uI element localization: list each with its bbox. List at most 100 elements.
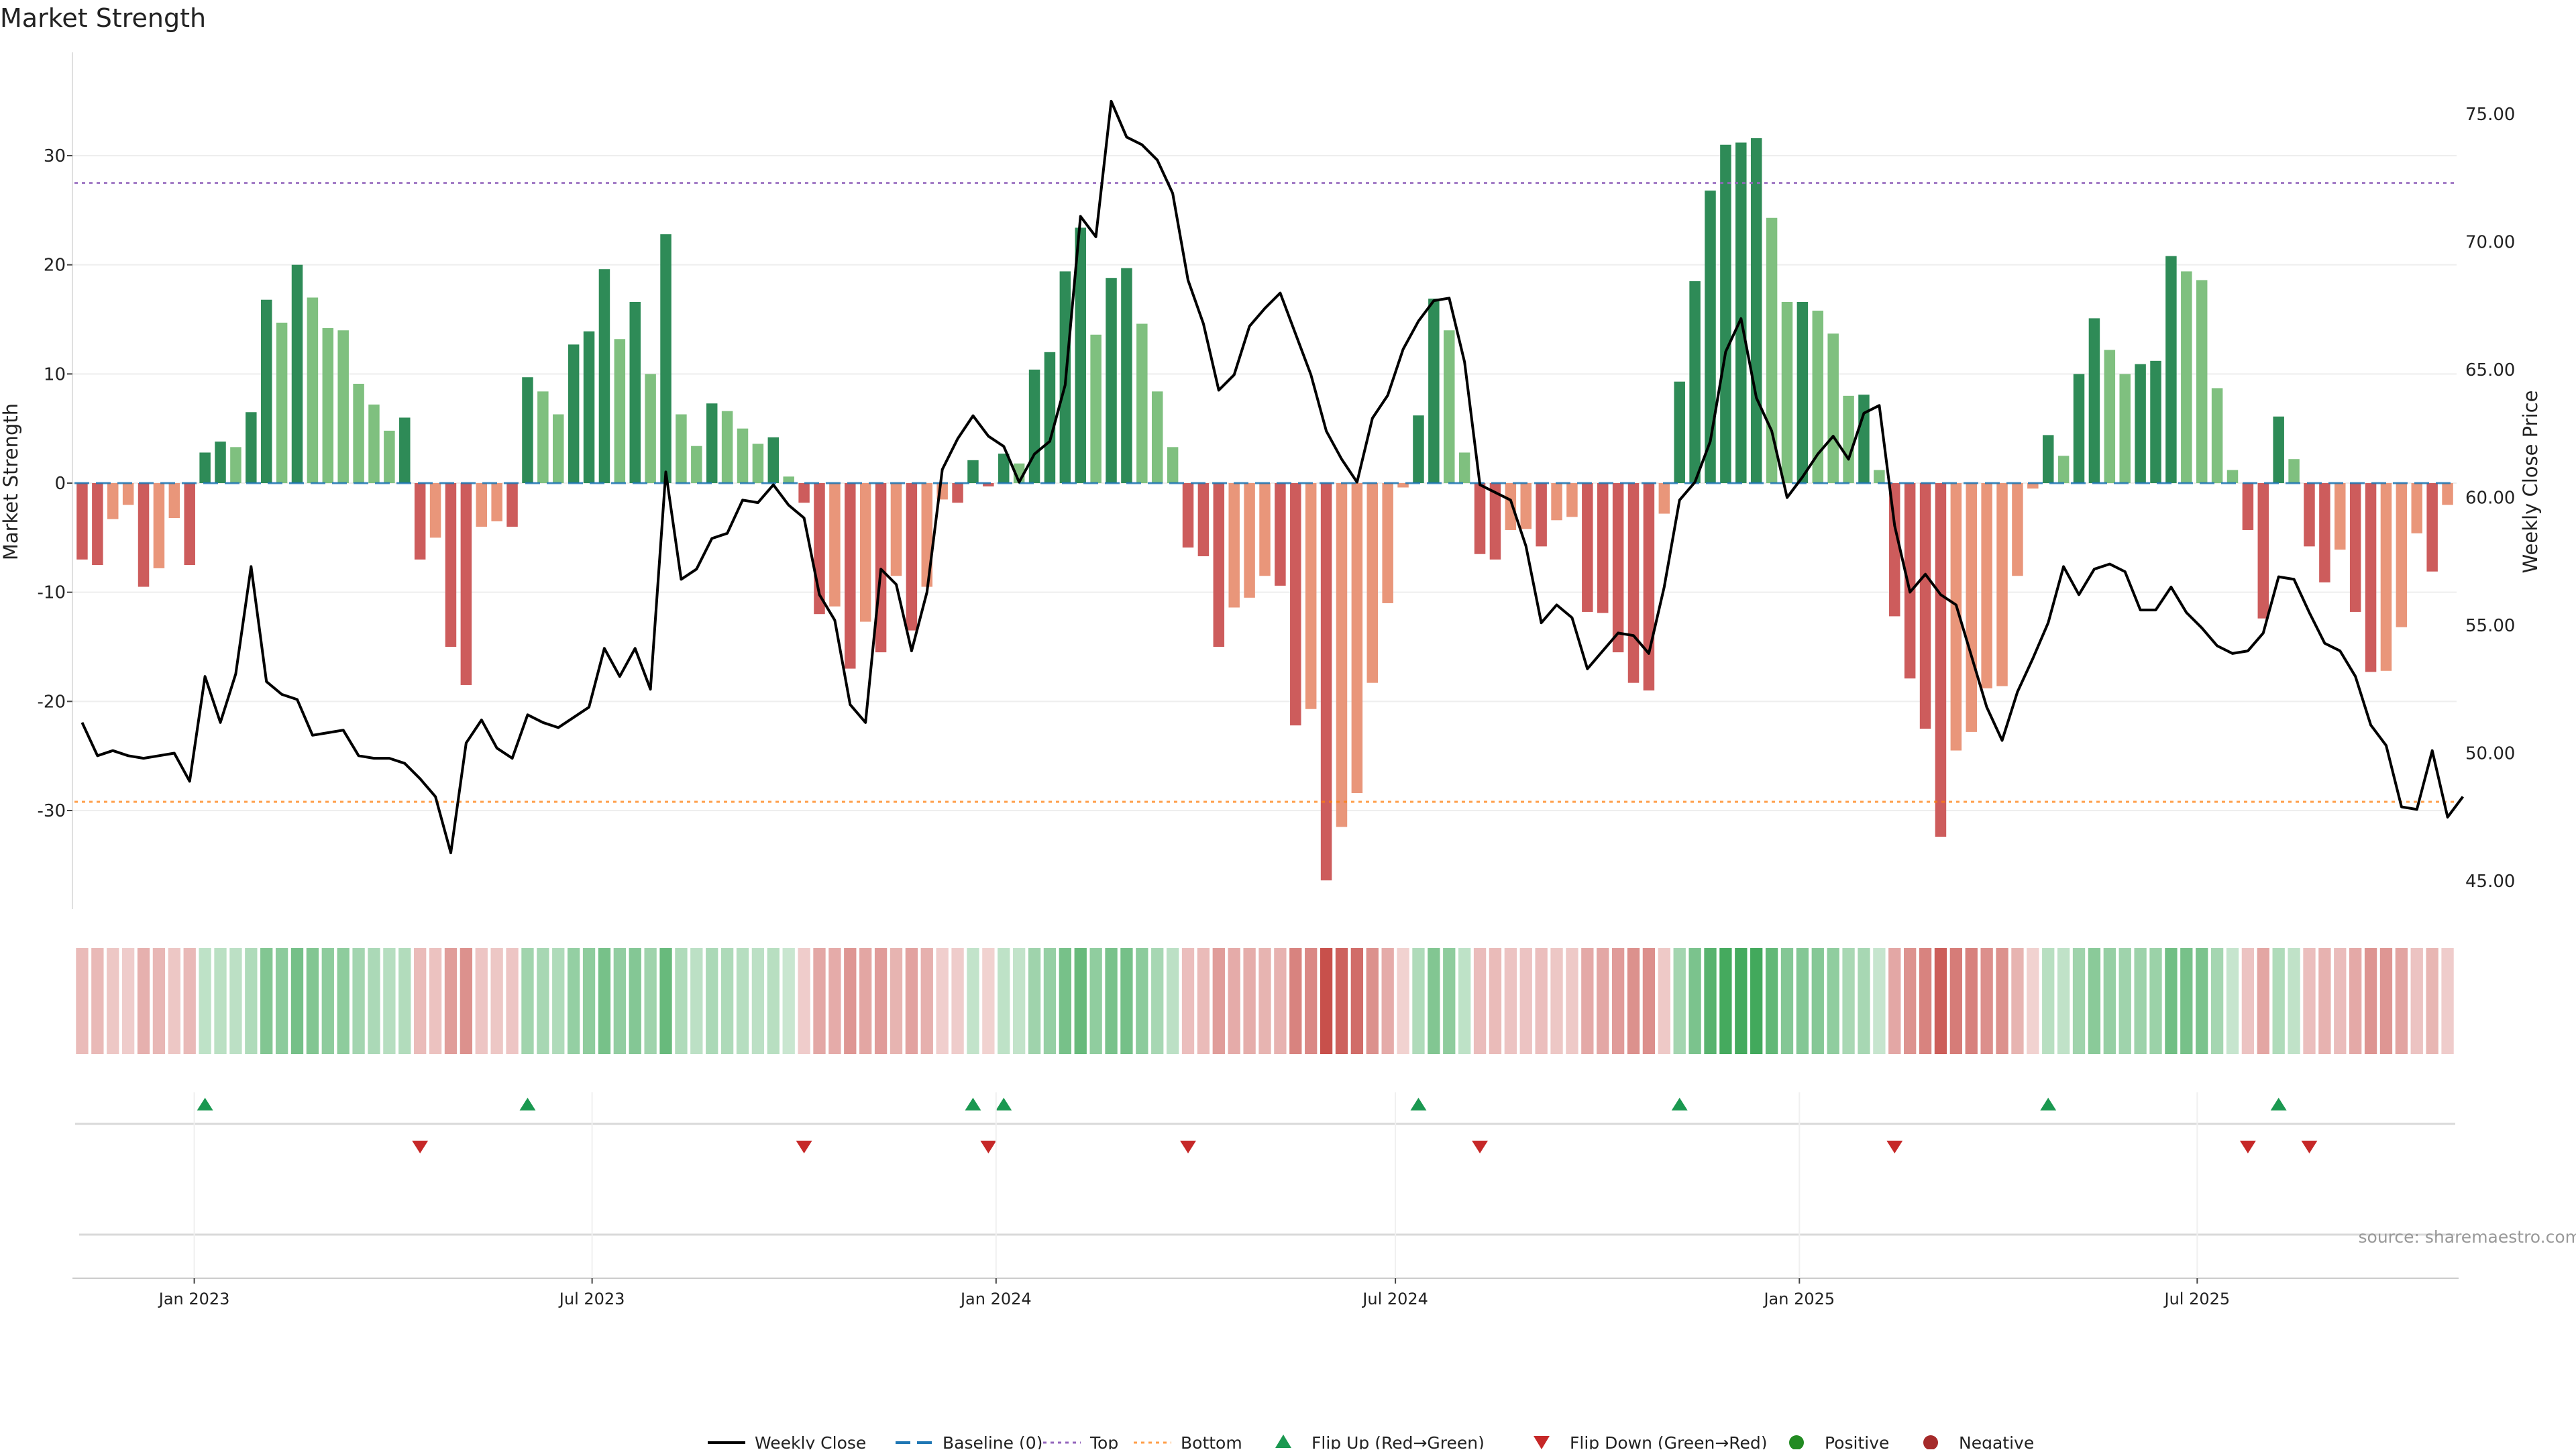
strength-bar — [445, 483, 456, 647]
legend-flip-down-swatch — [1534, 1436, 1550, 1449]
flip-down-marker — [1180, 1141, 1196, 1153]
heat-cell — [1289, 948, 1301, 1054]
heat-cell — [1873, 948, 1885, 1054]
heat-cell — [245, 948, 257, 1054]
legend-label: Bottom — [1181, 1433, 1242, 1449]
strength-bar — [1352, 483, 1362, 793]
heat-cell — [1643, 948, 1655, 1054]
heat-cell — [2088, 948, 2100, 1054]
heat-cell — [322, 948, 334, 1054]
x-tick-label: Jan 2025 — [1762, 1290, 1835, 1308]
strength-bar — [691, 446, 702, 483]
right-tick-label: 65.00 — [2465, 360, 2515, 380]
strength-bar — [1874, 470, 1884, 483]
legend-label: Weekly Close — [755, 1433, 866, 1449]
heat-cell — [1197, 948, 1210, 1054]
heat-cell — [1766, 948, 1778, 1054]
flip-up-marker — [996, 1098, 1012, 1110]
strength-bar — [1214, 483, 1224, 647]
flip-down-marker — [796, 1141, 812, 1153]
heat-cell — [2119, 948, 2131, 1054]
heat-cell — [675, 948, 687, 1054]
heat-cell — [107, 948, 119, 1054]
strength-bar — [476, 483, 487, 527]
strength-bar — [860, 483, 871, 622]
heat-cell — [1167, 948, 1179, 1054]
heat-cell — [844, 948, 856, 1054]
heat-cell — [1320, 948, 1332, 1054]
strength-bar — [553, 415, 564, 483]
legend-item: Weekly Close — [708, 1433, 866, 1449]
heat-cell — [2226, 948, 2239, 1054]
source-label: source: sharemaestro.com — [2359, 1227, 2576, 1247]
flip-down-marker — [1886, 1141, 1902, 1153]
heat-cell — [690, 948, 702, 1054]
strength-bar — [292, 265, 303, 483]
flip-up-marker — [1672, 1098, 1688, 1110]
strength-bar — [1321, 483, 1332, 880]
strength-bar — [1228, 483, 1239, 607]
heat-cell — [491, 948, 503, 1054]
strength-bar — [875, 483, 886, 652]
heat-cell — [552, 948, 564, 1054]
legend-negative-swatch — [1923, 1435, 1938, 1449]
heat-cell — [1535, 948, 1547, 1054]
strength-bar — [123, 483, 133, 505]
legend-positive-swatch — [1789, 1435, 1804, 1449]
strength-bar — [1521, 483, 1532, 529]
strength-bar — [1505, 483, 1516, 530]
heat-cell — [521, 948, 533, 1054]
flip-up-marker — [519, 1098, 535, 1110]
heat-cell — [2273, 948, 2285, 1054]
heat-cell — [307, 948, 319, 1054]
heat-cell — [936, 948, 949, 1054]
strength-bar — [706, 403, 717, 483]
flip-down-marker — [412, 1141, 428, 1153]
strength-bar — [1029, 370, 1040, 483]
heat-cell — [998, 948, 1010, 1054]
heat-cell — [2365, 948, 2377, 1054]
heat-cell — [1274, 948, 1286, 1054]
strength-bar — [2104, 350, 2115, 483]
strength-bar — [2442, 483, 2453, 505]
strength-bar — [629, 302, 640, 483]
strength-bar — [2365, 483, 2376, 672]
heat-cell — [1028, 948, 1040, 1054]
strength-bar — [1152, 391, 1163, 483]
heat-cell — [2057, 948, 2070, 1054]
strength-bar — [1751, 138, 1762, 483]
heat-cell — [2011, 948, 2023, 1054]
strength-bar — [2334, 483, 2345, 550]
strength-bar — [2058, 456, 2069, 483]
heat-cell — [476, 948, 488, 1054]
strength-bar — [337, 330, 348, 483]
strength-bar — [2258, 483, 2269, 619]
heat-cell — [1428, 948, 1440, 1054]
left-tick-label: 30 — [44, 146, 66, 166]
x-tick-label: Jul 2025 — [2163, 1290, 2230, 1308]
strength-bar — [1367, 483, 1378, 683]
heat-cell — [890, 948, 902, 1054]
heat-cell — [951, 948, 963, 1054]
heat-cell — [1704, 948, 1716, 1054]
strength-bar — [1813, 311, 1823, 483]
strength-bar — [323, 328, 333, 483]
strength-bar — [2150, 361, 2161, 483]
strength-bar — [1674, 382, 1684, 483]
heat-cell — [1996, 948, 2008, 1054]
heat-cell — [629, 948, 641, 1054]
heat-cell — [737, 948, 749, 1054]
heat-cell — [1581, 948, 1593, 1054]
heat-cell — [138, 948, 150, 1054]
heat-cell — [1904, 948, 1916, 1054]
heat-cell — [859, 948, 871, 1054]
strength-bar — [2119, 374, 2130, 483]
heat-cell — [967, 948, 979, 1054]
flip-up-marker — [965, 1098, 981, 1110]
right-tick-label: 55.00 — [2465, 616, 2515, 636]
strength-bar — [1920, 483, 1931, 729]
heat-cell — [445, 948, 457, 1054]
